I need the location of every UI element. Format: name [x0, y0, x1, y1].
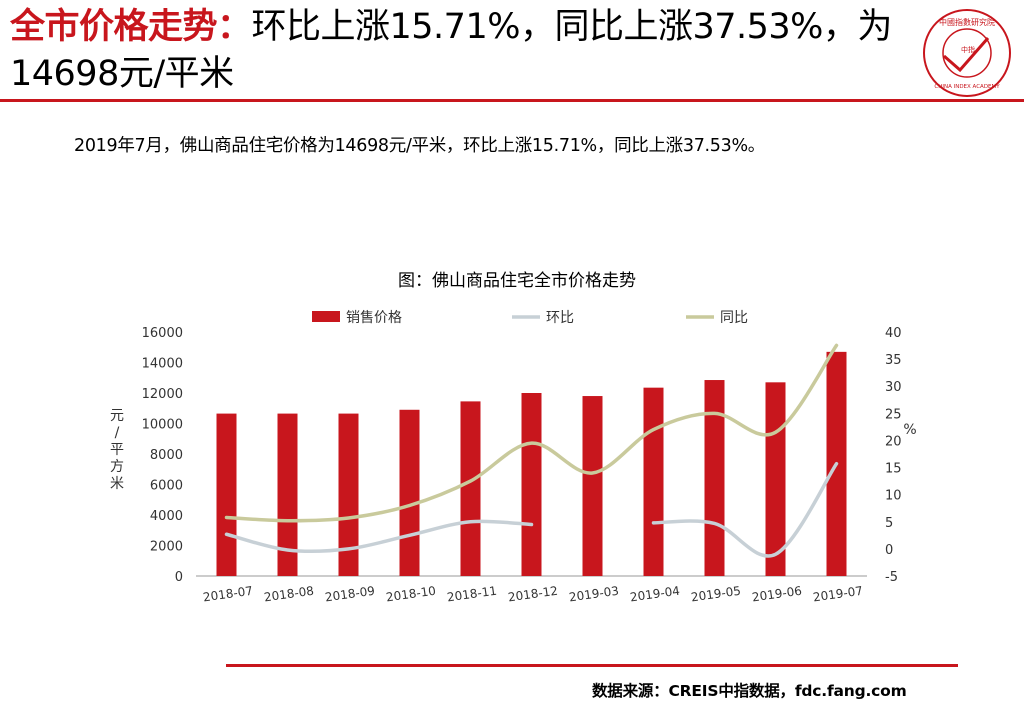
legend-label: 环比	[546, 310, 574, 326]
x-tick-label: 2018-09	[324, 584, 376, 605]
x-tick-label: 2019-05	[690, 584, 742, 605]
right-axis-ticks: -5 0 5 10 15 20 25 30 35 40	[885, 326, 902, 585]
left-tick-label: 14000	[142, 357, 183, 372]
right-tick-label: -5	[885, 570, 898, 585]
bar-2018-08	[277, 413, 298, 576]
legend-label: 同比	[720, 310, 748, 326]
headline-rest: 环比上涨15.71%，同比上涨37.53%，为14698元/平米	[10, 7, 892, 94]
top-divider	[0, 99, 1024, 102]
bar-2019-04	[643, 387, 664, 576]
seal-center-text: 中指	[961, 45, 975, 54]
left-axis-label-char: 平	[110, 442, 124, 458]
right-tick-label: 40	[885, 326, 902, 341]
right-tick-label: 15	[885, 462, 902, 477]
seal-bottom-text: CHINA INDEX ACADEMY	[934, 84, 1000, 90]
bar-2019-05	[704, 380, 725, 576]
bottom-divider	[226, 664, 958, 667]
bar-2018-09	[338, 413, 359, 576]
lines-group	[224, 343, 839, 558]
x-tick-label: 2018-08	[263, 584, 315, 605]
bar-2018-07	[216, 413, 237, 576]
bar-2019-03	[582, 396, 603, 576]
right-tick-label: 5	[885, 516, 893, 531]
right-tick-label: 30	[885, 380, 902, 395]
series-line-环比	[651, 461, 839, 558]
left-tick-label: 4000	[150, 509, 183, 524]
left-axis-label: 元/平方米	[110, 408, 124, 492]
left-tick-label: 12000	[142, 387, 183, 402]
x-tick-label: 2018-10	[385, 584, 437, 605]
headline-highlight: 全市价格走势：	[10, 7, 252, 47]
left-axis-label-char: 元	[110, 408, 124, 424]
series-line-同比	[224, 343, 839, 523]
x-tick-label: 2019-07	[812, 584, 864, 605]
seal-top-text: 中國指數研究院	[939, 17, 995, 27]
left-tick-label: 8000	[150, 448, 183, 463]
left-axis-label-char: /	[115, 425, 120, 441]
right-tick-label: 25	[885, 407, 902, 422]
data-source: 数据来源：CREIS中指数据，fdc.fang.com	[592, 682, 907, 700]
left-axis-label-char: 方	[110, 459, 124, 475]
chart-title: 图：佛山商品住宅全市价格走势	[398, 271, 636, 291]
right-tick-label: 10	[885, 489, 902, 504]
left-tick-label: 16000	[142, 326, 183, 341]
legend-label: 销售价格	[346, 310, 402, 326]
summary-text: 2019年7月，佛山商品住宅价格为14698元/平米，环比上涨15.71%，同比…	[74, 136, 765, 156]
chart-legend: 销售价格 环比 同比	[312, 310, 748, 326]
bar-2018-11	[460, 401, 481, 576]
left-tick-label: 6000	[150, 479, 183, 494]
right-tick-label: 20	[885, 434, 902, 449]
right-tick-label: 0	[885, 543, 893, 558]
x-tick-label: 2018-12	[507, 584, 559, 605]
bar-2018-12	[521, 393, 542, 576]
x-tick-label: 2018-07	[202, 584, 254, 605]
china-index-academy-seal-icon: 中國指數研究院 中指 CHINA INDEX ACADEMY	[923, 9, 1011, 97]
left-tick-label: 0	[175, 570, 183, 585]
left-tick-label: 10000	[142, 418, 183, 433]
x-tick-label: 2018-11	[446, 584, 498, 605]
legend-swatch-bar	[312, 311, 340, 322]
bar-2018-10	[399, 409, 420, 576]
x-tick-label: 2019-03	[568, 584, 620, 605]
x-tick-label: 2019-04	[629, 584, 681, 605]
x-tick-label: 2019-06	[751, 584, 803, 605]
left-tick-label: 2000	[150, 540, 183, 555]
series-line-环比	[224, 519, 534, 554]
left-axis-ticks: 0 2000 4000 6000 8000 10000 12000 14000 16000	[142, 326, 183, 585]
x-tick-labels: 2018-07 2018-08 2018-09 2018-10 2018-11 2018-…	[202, 584, 864, 605]
right-axis-label: %	[903, 422, 916, 438]
headline: 全市价格走势：环比上涨15.71%，同比上涨37.53%，为14698元/平米	[10, 4, 910, 98]
left-axis-label-char: 米	[110, 476, 124, 492]
right-tick-label: 35	[885, 353, 902, 368]
bars-group	[216, 351, 847, 576]
